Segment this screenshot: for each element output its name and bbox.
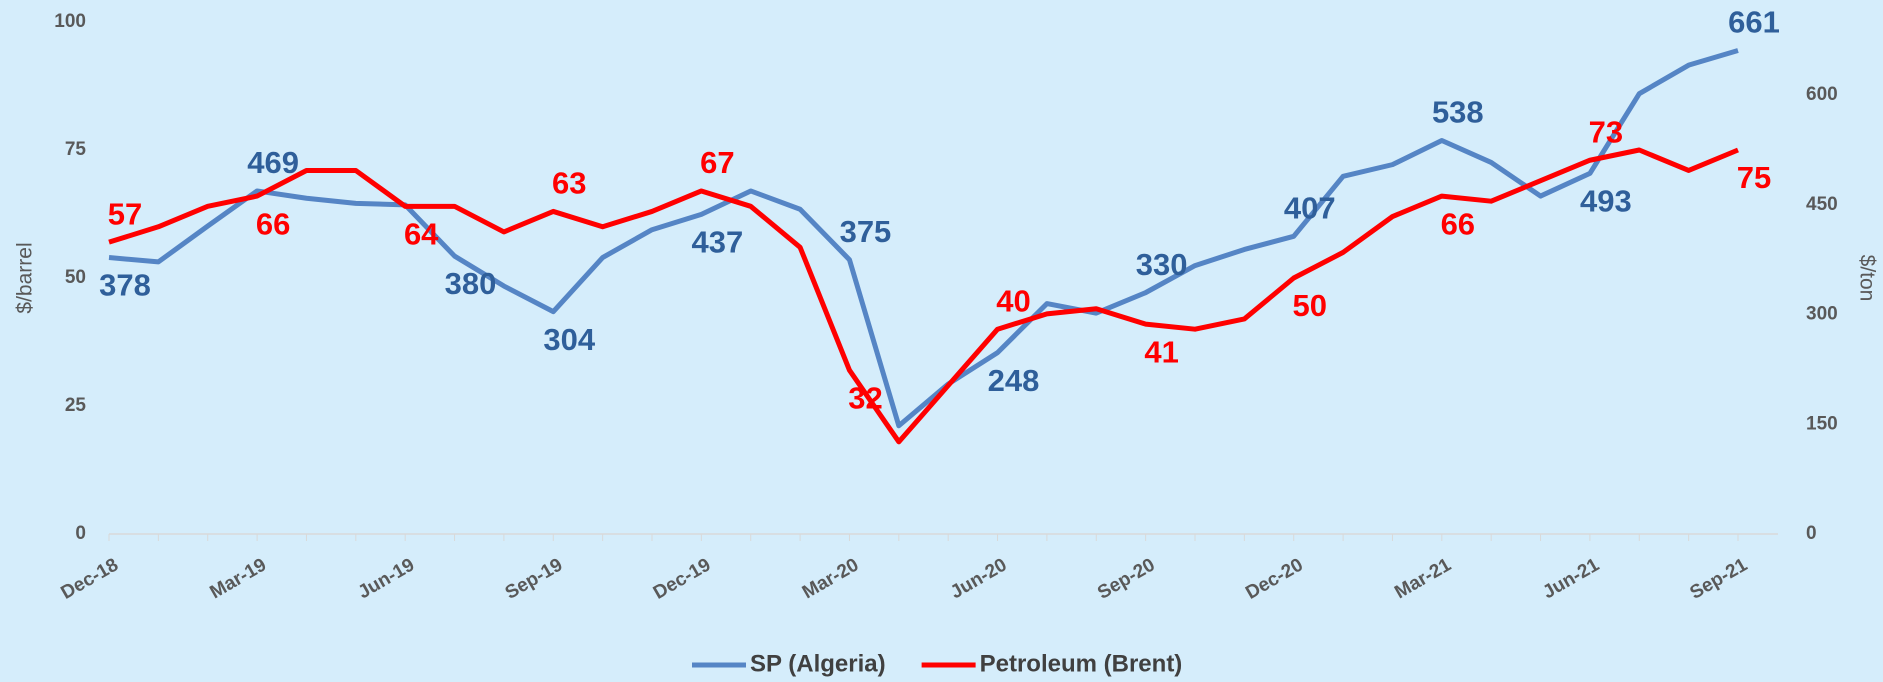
data-label: 50 [1292,288,1326,323]
y-tick-label: 25 [65,395,87,416]
data-label: 661 [1728,5,1780,40]
data-label: 73 [1589,114,1623,149]
data-label: 57 [108,196,142,231]
data-label: 248 [988,363,1040,398]
data-label: 66 [1441,206,1475,241]
x-tick-label: Jun-20 [947,554,1011,603]
x-tick-label: Jun-19 [355,554,419,603]
y-tick-label: 75 [65,139,87,160]
data-label: 437 [691,225,743,260]
x-tick-label: Dec-18 [58,554,122,603]
data-label: 66 [256,206,290,241]
data-label: 41 [1144,334,1178,369]
data-label: 63 [552,166,586,201]
x-tick-label: Jun-21 [1539,554,1603,603]
y-tick-label: 50 [65,267,86,288]
y-tick-label: 100 [54,11,86,32]
x-tick-label: Sep-20 [1094,554,1158,603]
x-tick-label: Dec-20 [1242,554,1306,603]
data-label: 67 [700,145,734,180]
line [108,48,1739,429]
y2-tick-label: 450 [1806,194,1838,215]
x-tick-label: Dec-19 [650,554,714,603]
y2-tick-label: 0 [1806,523,1817,544]
data-label: 330 [1136,247,1188,282]
data-label: 32 [848,380,882,415]
data-label: 304 [543,322,595,357]
data-label: 75 [1737,160,1771,195]
data-label: 407 [1284,190,1336,225]
legend-label: Petroleum (Brent) [980,650,1183,677]
data-label: 538 [1432,95,1484,130]
data-label: 40 [996,283,1030,318]
y2-tick-label: 300 [1806,304,1838,325]
y2-tick-label: 150 [1806,413,1838,434]
y-tick-label: 0 [75,523,86,544]
x-tick-label: Sep-19 [502,554,566,603]
data-label: 493 [1580,184,1632,219]
x-tick-label: Mar-19 [207,554,271,603]
line [108,147,1739,445]
x-tick-label: Mar-21 [1391,554,1455,603]
data-label: 469 [247,145,299,180]
x-tick-label: Mar-20 [799,554,863,603]
legend-label: SP (Algeria) [750,650,886,677]
y2-tick-label: 600 [1806,84,1838,105]
data-label: 375 [840,214,892,249]
data-label: 64 [404,217,439,252]
x-tick-label: Sep-21 [1687,554,1752,604]
data-label: 378 [99,268,151,303]
data-label: 380 [445,266,497,301]
y2-axis-title: $/ton [1855,255,1878,302]
y-axis-title: $/barrel [14,242,37,313]
